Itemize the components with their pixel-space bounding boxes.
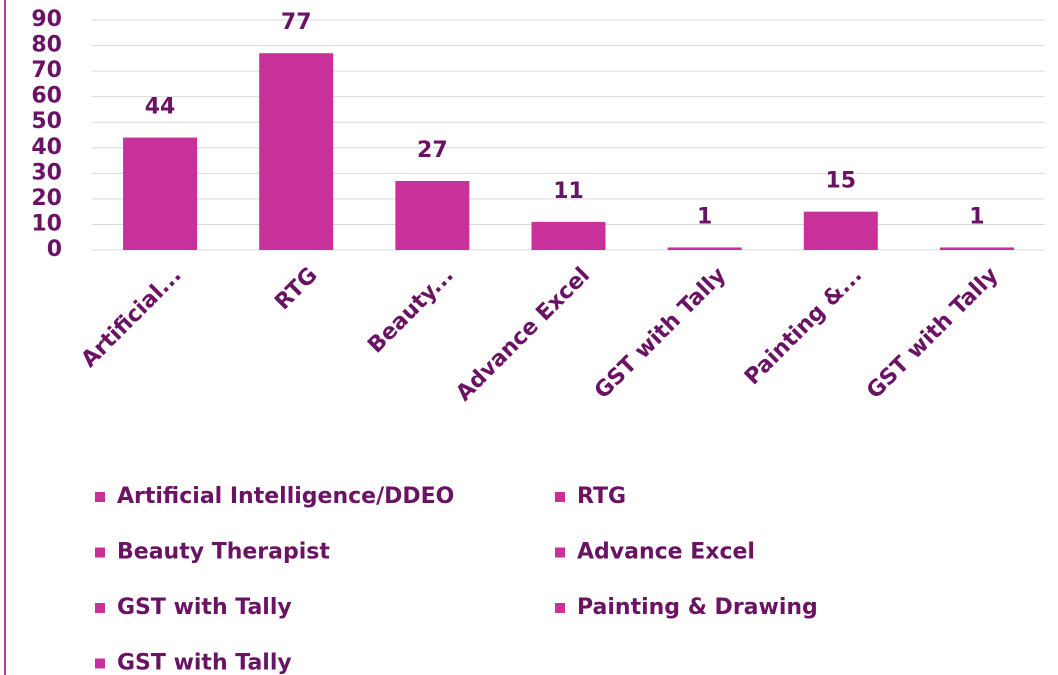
legend-label: GST with Tally <box>117 651 292 675</box>
data-label: 1 <box>697 204 712 229</box>
legend-label: Advance Excel <box>577 540 755 565</box>
bar <box>259 53 334 250</box>
legend-marker <box>95 603 105 613</box>
y-tick-label: 0 <box>47 237 62 262</box>
legend-label: RTG <box>577 484 626 509</box>
bar <box>395 181 470 250</box>
data-label: 1 <box>969 204 984 229</box>
legend-marker <box>555 547 565 558</box>
y-tick-label: 80 <box>31 33 62 58</box>
data-label: 77 <box>281 10 312 35</box>
data-label: 11 <box>553 179 584 204</box>
y-tick-label: 50 <box>31 109 62 134</box>
data-label: 27 <box>417 138 448 163</box>
y-tick-label: 30 <box>31 160 62 185</box>
y-tick-label: 10 <box>31 211 62 236</box>
legend-label: GST with Tally <box>117 595 292 620</box>
legend-label: Painting & Drawing <box>577 595 818 620</box>
data-label: 15 <box>825 169 856 194</box>
legend-label: Artificial Intelligence/DDEO <box>117 484 454 509</box>
bar <box>667 247 742 250</box>
legend-marker <box>95 547 105 558</box>
y-tick-label: 60 <box>31 84 62 109</box>
legend-marker <box>95 492 105 502</box>
legend-marker <box>555 603 565 613</box>
data-label: 44 <box>145 95 176 120</box>
legend-label: Beauty Therapist <box>117 540 330 565</box>
bar <box>939 247 1014 250</box>
legend-marker <box>555 492 565 502</box>
y-tick-label: 90 <box>31 7 62 32</box>
y-tick-label: 40 <box>31 135 62 160</box>
bar <box>531 221 606 250</box>
y-tick-label: 70 <box>31 58 62 83</box>
legend-marker <box>95 658 105 669</box>
bar <box>803 211 878 250</box>
y-tick-label: 20 <box>31 186 62 211</box>
bar <box>123 137 198 250</box>
